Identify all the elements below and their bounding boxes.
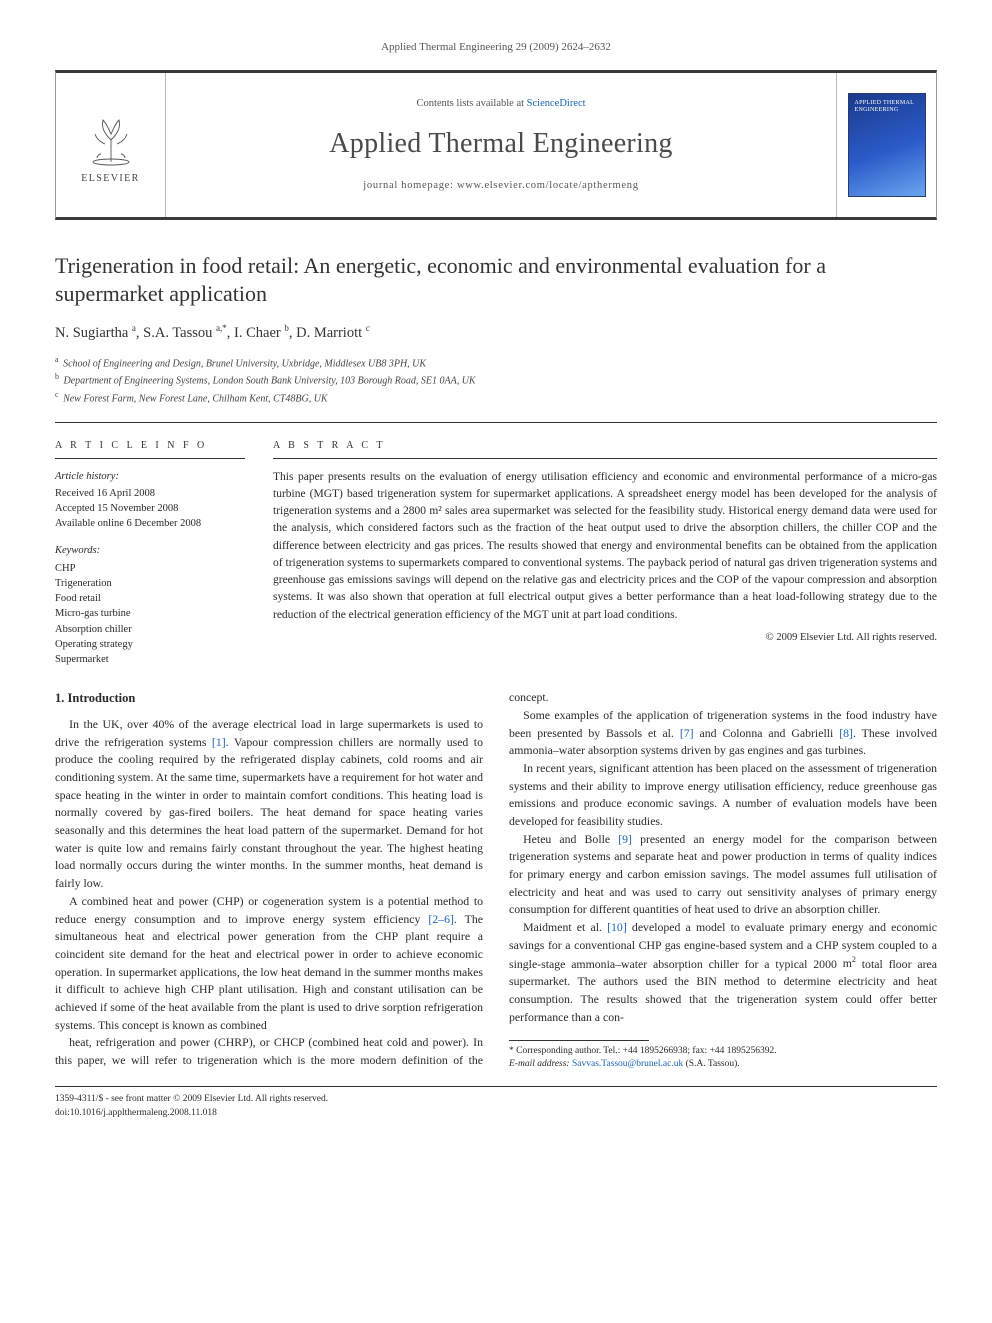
journal-cover-thumb: APPLIED THERMAL ENGINEERING xyxy=(848,93,926,197)
citation-link[interactable]: [2–6] xyxy=(428,912,454,926)
journal-homepage[interactable]: journal homepage: www.elsevier.com/locat… xyxy=(363,178,638,193)
section-1-title: 1. Introduction xyxy=(55,689,483,708)
history-lines: Received 16 April 2008Accepted 15 Novemb… xyxy=(55,486,245,532)
keyword: Micro-gas turbine xyxy=(55,606,245,621)
keyword: Supermarket xyxy=(55,652,245,667)
history-line: Received 16 April 2008 xyxy=(55,486,245,501)
doi-line: doi:10.1016/j.applthermaleng.2008.11.018 xyxy=(55,1107,328,1121)
banner-center: Contents lists available at ScienceDirec… xyxy=(166,73,836,217)
cover-title: APPLIED THERMAL ENGINEERING xyxy=(855,100,919,113)
citation-link[interactable]: [8] xyxy=(839,726,853,740)
journal-name: Applied Thermal Engineering xyxy=(329,124,673,165)
article-title: Trigeneration in food retail: An energet… xyxy=(55,252,937,308)
article-info: A R T I C L E I N F O Article history: R… xyxy=(55,439,245,667)
keyword: Absorption chiller xyxy=(55,622,245,637)
body-paragraph: In the UK, over 40% of the average elect… xyxy=(55,716,483,893)
affiliation-line: b Department of Engineering Systems, Lon… xyxy=(55,371,937,388)
contents-available-line: Contents lists available at ScienceDirec… xyxy=(416,96,585,111)
history-line: Accepted 15 November 2008 xyxy=(55,501,245,516)
author-list: N. Sugiartha a, S.A. Tassou a,*, I. Chae… xyxy=(55,322,937,344)
history-label: Article history: xyxy=(55,469,245,484)
citation-link[interactable]: [10] xyxy=(607,920,627,934)
body-columns: 1. Introduction In the UK, over 40% of t… xyxy=(55,689,937,1072)
affiliation-line: c New Forest Farm, New Forest Lane, Chil… xyxy=(55,389,937,406)
abstract-copyright: © 2009 Elsevier Ltd. All rights reserved… xyxy=(273,630,937,645)
keyword: Food retail xyxy=(55,591,245,606)
publisher-cell: ELSEVIER xyxy=(56,73,166,217)
journal-banner: ELSEVIER Contents lists available at Sci… xyxy=(55,70,937,220)
sciencedirect-link[interactable]: ScienceDirect xyxy=(527,98,586,109)
keyword: Trigeneration xyxy=(55,576,245,591)
citation-link[interactable]: [1] xyxy=(212,735,226,749)
contents-prefix: Contents lists available at xyxy=(416,98,526,109)
body-paragraph: A combined heat and power (CHP) or cogen… xyxy=(55,893,483,1035)
corr-email-suffix: (S.A. Tassou). xyxy=(686,1059,740,1069)
body-paragraph: Some examples of the application of trig… xyxy=(509,707,937,760)
publisher-name: ELSEVIER xyxy=(81,172,139,187)
keywords-label: Keywords: xyxy=(55,543,245,558)
abstract: A B S T R A C T This paper presents resu… xyxy=(273,439,937,667)
corresponding-footnote: * Corresponding author. Tel.: +44 189526… xyxy=(509,1045,937,1072)
citation-link[interactable]: [7] xyxy=(680,726,694,740)
running-head: Applied Thermal Engineering 29 (2009) 26… xyxy=(55,40,937,56)
body-paragraph: In recent years, significant attention h… xyxy=(509,760,937,831)
corr-author-line: * Corresponding author. Tel.: +44 189526… xyxy=(509,1045,937,1058)
page-footer: 1359-4311/$ - see front matter © 2009 El… xyxy=(55,1086,937,1121)
article-info-head: A R T I C L E I N F O xyxy=(55,439,245,459)
body-paragraph: Heteu and Bolle [9] presented an energy … xyxy=(509,831,937,919)
affiliations: a School of Engineering and Design, Brun… xyxy=(55,354,937,406)
footer-left: 1359-4311/$ - see front matter © 2009 El… xyxy=(55,1093,328,1121)
front-matter-line: 1359-4311/$ - see front matter © 2009 El… xyxy=(55,1093,328,1107)
keyword: Operating strategy xyxy=(55,637,245,652)
keywords-list: CHPTrigenerationFood retailMicro-gas tur… xyxy=(55,561,245,668)
abstract-head: A B S T R A C T xyxy=(273,439,937,459)
corr-email-link[interactable]: Savvas.Tassou@brunel.ac.uk xyxy=(572,1059,683,1069)
footnote-separator xyxy=(509,1040,649,1041)
abstract-body: This paper presents results on the evalu… xyxy=(273,469,937,624)
email-label: E-mail address: xyxy=(509,1059,570,1069)
history-line: Available online 6 December 2008 xyxy=(55,516,245,531)
info-abstract-row: A R T I C L E I N F O Article history: R… xyxy=(55,422,937,667)
affiliation-line: a School of Engineering and Design, Brun… xyxy=(55,354,937,371)
keyword: CHP xyxy=(55,561,245,576)
elsevier-tree-icon xyxy=(79,104,143,168)
citation-link[interactable]: [9] xyxy=(618,832,632,846)
body-paragraph: Maidment et al. [10] developed a model t… xyxy=(509,919,937,1026)
cover-cell: APPLIED THERMAL ENGINEERING xyxy=(836,73,936,217)
